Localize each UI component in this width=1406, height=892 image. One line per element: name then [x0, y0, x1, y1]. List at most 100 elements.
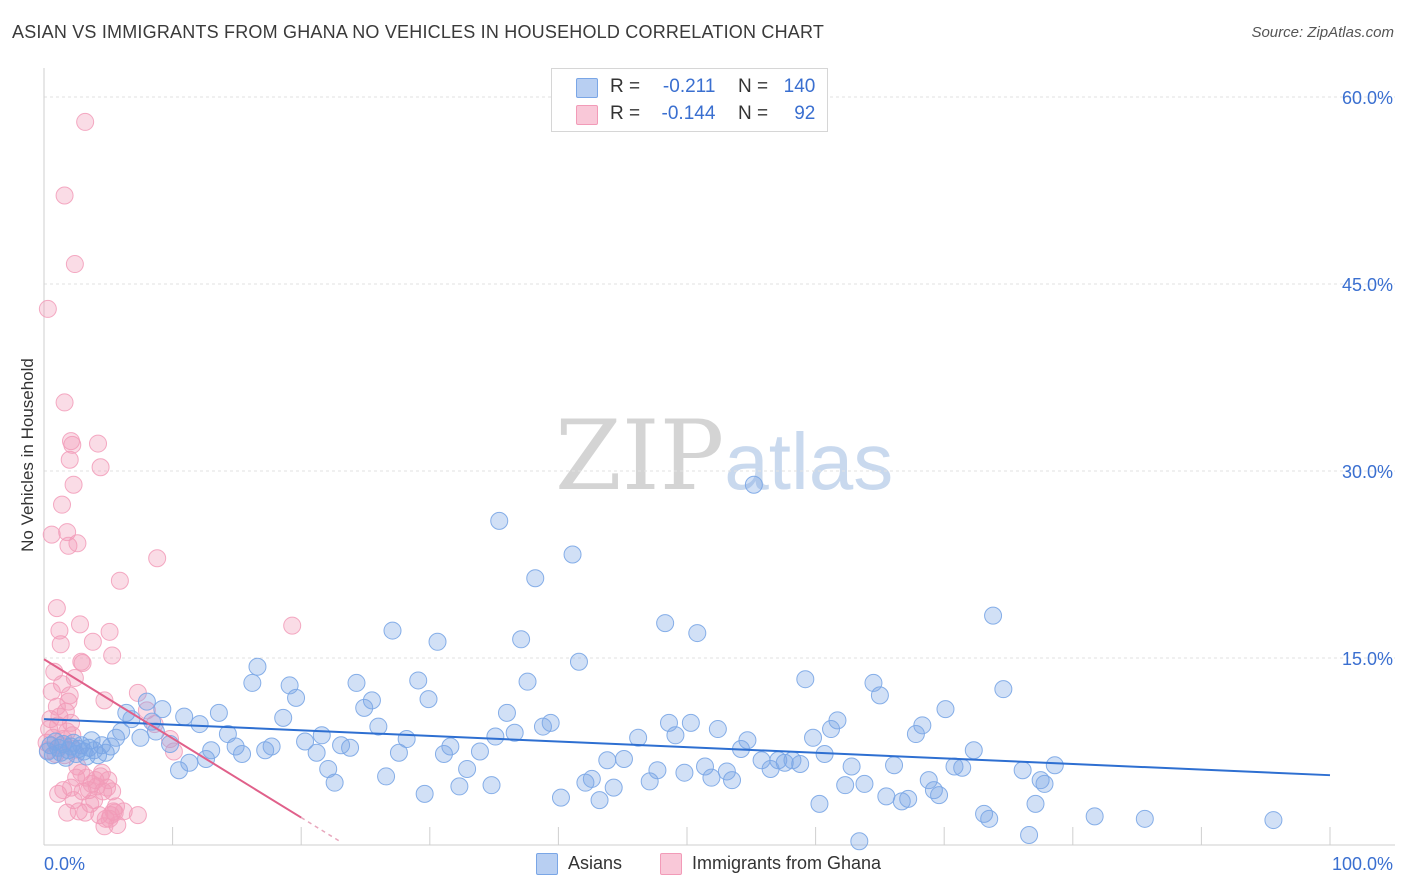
ghana-point: [76, 112, 95, 131]
asians-point: [490, 511, 509, 530]
asians-point: [482, 776, 501, 795]
asians-point: [582, 769, 601, 788]
asians-point: [980, 809, 999, 828]
asians-point: [355, 698, 374, 717]
ghana-point: [83, 632, 102, 651]
asians-point: [512, 630, 531, 649]
source-credit: Source: ZipAtlas.com: [1251, 24, 1394, 41]
asians-point: [153, 700, 172, 719]
ghana-point: [58, 523, 77, 542]
asians-point: [964, 741, 983, 760]
ghana-point: [53, 495, 72, 514]
asians-point: [975, 804, 994, 823]
asians-point: [434, 744, 453, 763]
asians-point: [796, 670, 815, 689]
x-tick-label: 100.0%: [1332, 854, 1393, 874]
axes: [43, 68, 1395, 846]
asians-point: [347, 673, 366, 692]
asians-swatch: [576, 78, 598, 98]
asians-point: [604, 778, 623, 797]
watermark-atlas: atlas: [724, 417, 894, 506]
ghana-point: [59, 692, 78, 711]
asians-point: [1045, 756, 1064, 775]
asians-point: [1026, 794, 1045, 813]
asians-point: [505, 723, 524, 742]
ghana-point: [55, 186, 74, 205]
asians-point: [101, 737, 120, 756]
asians-point: [656, 614, 675, 633]
asians-point: [1013, 761, 1032, 780]
asians-point: [226, 737, 245, 756]
asians-point: [994, 680, 1013, 699]
ghana-point: [55, 393, 74, 412]
asians-point: [738, 731, 757, 750]
asians-point: [518, 672, 537, 691]
asians-point: [696, 757, 715, 776]
asians-point: [190, 715, 209, 734]
asians-point: [161, 735, 180, 754]
watermark-zip: ZIP: [555, 400, 725, 512]
ghana-point: [51, 635, 70, 654]
asians-point: [470, 742, 489, 761]
asians-point: [274, 708, 293, 727]
asians-point: [675, 763, 694, 782]
asians-point: [287, 688, 306, 707]
asians-point: [804, 728, 823, 747]
asians-point: [953, 758, 972, 777]
asians-point: [899, 789, 918, 808]
asians-point: [526, 569, 545, 588]
ghana-point: [76, 803, 95, 822]
ghana-point: [95, 691, 114, 710]
ghana-point: [47, 599, 66, 618]
asians-point: [377, 767, 396, 786]
legend-r-label: R =: [610, 103, 641, 124]
asians-point: [397, 730, 416, 749]
ghana-point: [100, 622, 119, 641]
y-tick-label: 30.0%: [1342, 462, 1393, 482]
asians-point: [666, 726, 685, 745]
asians-point: [744, 475, 763, 494]
asians-trend-line: [43, 718, 1331, 777]
asians-point: [551, 788, 570, 807]
ghana-point: [114, 802, 133, 821]
ghana-point: [73, 653, 92, 672]
legend-n-label: N =: [737, 103, 769, 124]
legend-n-value: 140: [783, 76, 816, 97]
y-tick-label: 60.0%: [1342, 88, 1393, 108]
ghana-legend-label: Immigrants from Ghana: [692, 853, 882, 873]
ghana-point: [42, 525, 61, 544]
asians-point: [180, 753, 199, 772]
asians-point: [590, 791, 609, 810]
ghana-point: [99, 771, 118, 790]
ghana-point: [89, 434, 108, 453]
chart-title: ASIAN VS IMMIGRANTS FROM GHANA NO VEHICL…: [12, 22, 825, 42]
asians-point: [202, 741, 221, 760]
asians-point: [415, 784, 434, 803]
ghana-point: [128, 806, 147, 825]
asians-point: [486, 727, 505, 746]
ghana-points: [37, 112, 302, 836]
asians-points: [38, 475, 1283, 851]
ghana-point: [283, 616, 302, 635]
asians-point: [681, 713, 700, 732]
asians-point: [409, 671, 428, 690]
asians-point: [913, 716, 932, 735]
asians-point: [1264, 811, 1283, 830]
asians-point: [924, 781, 943, 800]
asians-point: [723, 771, 742, 790]
asians-point: [383, 621, 402, 640]
series-legend: Asians Immigrants from Ghana: [0, 852, 1406, 878]
ghana-point: [71, 615, 90, 634]
stats-legend: R = -0.211 N = 140 R = -0.144 N = 92: [551, 68, 828, 132]
asians-point: [614, 749, 633, 768]
legend-r-value: -0.211: [662, 76, 716, 97]
asians-point: [870, 686, 889, 705]
asians-point: [850, 832, 869, 851]
ghana-trend-extension: [300, 816, 341, 842]
asians-point: [563, 545, 582, 564]
asians-point: [541, 713, 560, 732]
asians-point: [262, 737, 281, 756]
asians-point: [648, 761, 667, 780]
asians-point: [842, 757, 861, 776]
